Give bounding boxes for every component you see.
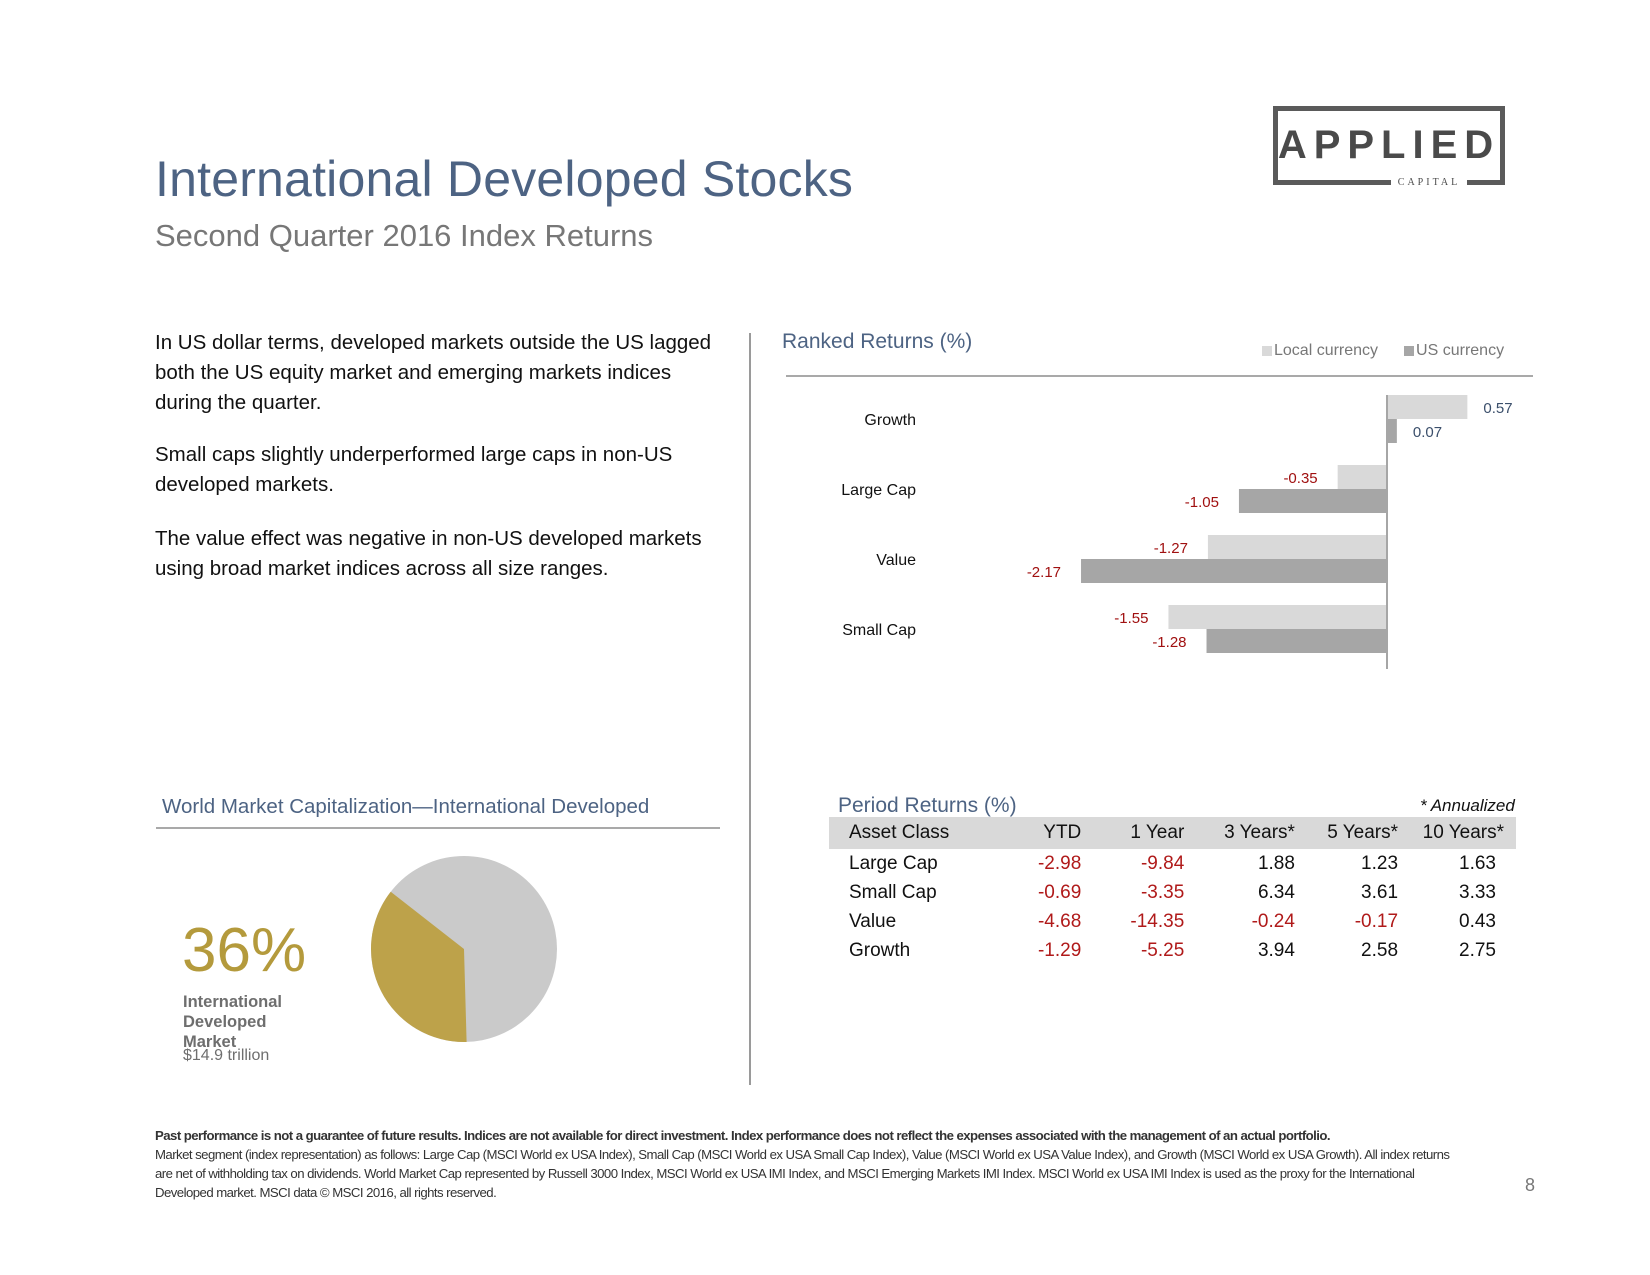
bar-value-label: 0.07	[1413, 424, 1442, 441]
category-label: Large Cap	[841, 482, 916, 499]
return-cell: -4.68	[1037, 910, 1082, 932]
bar-local-currency	[1337, 465, 1387, 489]
chart-legend: Local currency US currency	[1262, 342, 1504, 360]
return-cell: 2.75	[1459, 939, 1496, 961]
category-label: Value	[876, 552, 916, 569]
table-header-row: Asset Class YTD 1 Year 3 Years* 5 Years*…	[829, 817, 1516, 849]
return-cell: -9.84	[1140, 852, 1185, 874]
return-cell: -1.29	[1037, 939, 1082, 961]
column-header: YTD	[993, 817, 1082, 849]
page-title: International Developed Stocks	[155, 151, 854, 207]
table-row: Growth -1.29 -5.25 3.94 2.58 2.75	[829, 936, 1516, 965]
period-returns-heading: Period Returns (%)	[838, 794, 1017, 817]
return-cell: 3.33	[1459, 881, 1496, 903]
return-cell: -0.69	[1037, 881, 1082, 903]
table-row: Value -4.68 -14.35 -0.24 -0.17 0.43	[829, 907, 1516, 936]
period-returns-table: Asset Class YTD 1 Year 3 Years* 5 Years*…	[829, 817, 1516, 965]
bar-us-currency	[1206, 629, 1387, 653]
return-cell: 0.43	[1459, 910, 1496, 932]
disclosure-footer: Past performance is not a guarantee of f…	[155, 1126, 1455, 1202]
return-cell: 2.58	[1361, 939, 1399, 961]
return-cell: 3.61	[1361, 881, 1399, 903]
asset-class-cell: Large Cap	[849, 852, 938, 874]
return-cell: -2.98	[1037, 852, 1082, 874]
return-cell: 3.94	[1257, 939, 1295, 961]
return-cell: 1.88	[1257, 852, 1295, 874]
market-cap-rule	[156, 827, 720, 829]
market-share-percent: 36%	[182, 916, 307, 985]
bar-value-label: -1.27	[1154, 540, 1188, 557]
value-labels: 0.57 -0.35 -1.27 -1.55 0.07 -1.05 -2.17 -1.28	[1027, 400, 1513, 651]
market-cap-heading: World Market Capitalization—Internationa…	[162, 795, 650, 818]
column-header: Asset Class	[829, 817, 994, 849]
bar-local-currency	[1168, 605, 1387, 629]
page-number: 8	[1525, 1175, 1536, 1195]
return-cell: -14.35	[1130, 910, 1185, 932]
ranked-returns-heading: Ranked Returns (%)	[782, 330, 973, 353]
return-cell: 1.23	[1361, 852, 1399, 874]
market-label-line-2: Developed	[183, 1013, 267, 1031]
market-label-line-1: International	[183, 993, 283, 1011]
return-cell: -0.17	[1354, 910, 1399, 932]
disclosure-text: Market segment (index representation) as…	[155, 1147, 1450, 1200]
intro-paragraph-1: In US dollar terms, developed markets ou…	[155, 331, 712, 414]
legend-swatch-local	[1262, 346, 1272, 356]
market-cap-pie	[370, 856, 557, 1042]
bars	[1081, 395, 1468, 653]
legend-swatch-us	[1404, 346, 1415, 356]
market-label-line-3: Market	[183, 1033, 237, 1051]
category-label: Growth	[864, 412, 916, 429]
return-cell: 6.34	[1257, 881, 1295, 903]
intro-paragraph-3: The value effect was negative in non-US …	[155, 527, 702, 580]
logo-tagline: CAPITAL	[1398, 177, 1460, 185]
return-cell: 1.63	[1459, 852, 1496, 874]
bar-local-currency	[1207, 535, 1387, 559]
bar-value-label: 0.57	[1483, 400, 1512, 417]
category-label: Small Cap	[842, 622, 916, 639]
legend-label-us: US currency	[1416, 342, 1505, 359]
return-cell: -5.25	[1140, 939, 1185, 961]
ranked-returns-rule	[786, 375, 1533, 377]
return-cell: -0.24	[1251, 910, 1295, 932]
category-labels: Growth Large Cap Value Small Cap	[841, 412, 916, 639]
return-cell: -3.35	[1140, 881, 1185, 903]
legend-label-local: Local currency	[1274, 342, 1379, 359]
bar-value-label: -1.28	[1152, 634, 1186, 651]
column-header: 3 Years*	[1184, 817, 1295, 849]
table-row: Large Cap -2.98 -9.84 1.88 1.23 1.63	[829, 849, 1516, 878]
bar-local-currency	[1387, 395, 1468, 419]
asset-class-cell: Growth	[849, 939, 911, 961]
annualized-note: * Annualized	[1420, 796, 1515, 815]
column-divider	[749, 333, 751, 1085]
asset-class-cell: Value	[849, 910, 897, 932]
page-subtitle: Second Quarter 2016 Index Returns	[155, 218, 654, 253]
bar-value-label: -1.55	[1114, 610, 1148, 627]
applied-capital-logo: APPLIED CAPITAL	[1273, 106, 1505, 185]
bar-value-label: -0.35	[1283, 470, 1317, 487]
table-row: Small Cap -0.69 -3.35 6.34 3.61 3.33	[829, 878, 1516, 907]
pie-slice-international-developed	[370, 891, 467, 1042]
ranked-returns-chart: Growth Large Cap Value Small Cap 0.57 -0.35 -…	[841, 395, 1513, 669]
asset-class-cell: Small Cap	[849, 881, 937, 903]
intro-paragraph-2: Small caps slightly underperformed large…	[155, 443, 673, 496]
bar-us-currency	[1081, 559, 1387, 583]
bar-us-currency	[1387, 419, 1397, 443]
bar-us-currency	[1238, 489, 1387, 513]
bar-value-label: -1.05	[1185, 494, 1219, 511]
column-header: 1 Year	[1081, 817, 1185, 849]
column-header: 10 Years*	[1398, 817, 1516, 849]
market-cap-value: $14.9 trillion	[183, 1047, 270, 1064]
disclosure-bold: Past performance is not a guarantee of f…	[155, 1128, 1331, 1143]
logo-wordmark: APPLIED	[1278, 123, 1500, 167]
bar-value-label: -2.17	[1027, 564, 1061, 581]
column-header: 5 Years*	[1294, 817, 1399, 849]
